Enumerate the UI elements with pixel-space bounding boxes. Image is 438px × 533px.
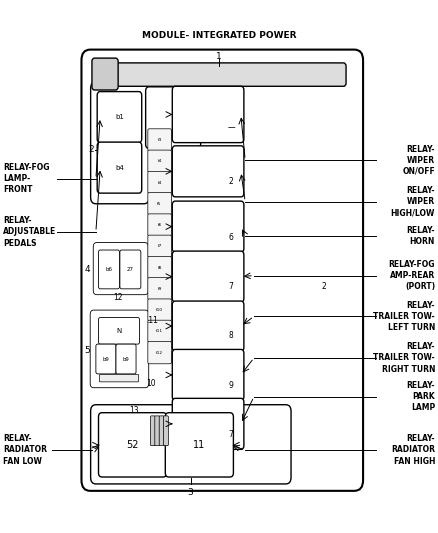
FancyBboxPatch shape — [97, 92, 142, 143]
Text: RELAY-
ADJUSTABLE
PEDALS: RELAY- ADJUSTABLE PEDALS — [3, 216, 56, 247]
Text: f4: f4 — [157, 181, 162, 184]
Text: RELAY-
TRAILER TOW-
LEFT TURN: RELAY- TRAILER TOW- LEFT TURN — [374, 301, 435, 332]
FancyBboxPatch shape — [99, 413, 166, 477]
Text: f10: f10 — [156, 308, 163, 312]
Text: RELAY-
PARK
LAMP: RELAY- PARK LAMP — [406, 381, 435, 413]
Text: RELAY-
RADIATOR
FAN LOW: RELAY- RADIATOR FAN LOW — [3, 434, 47, 465]
Text: 5: 5 — [85, 346, 90, 355]
Text: 4: 4 — [85, 265, 90, 273]
FancyBboxPatch shape — [163, 416, 168, 446]
FancyBboxPatch shape — [148, 129, 171, 151]
FancyBboxPatch shape — [91, 82, 149, 204]
FancyBboxPatch shape — [159, 416, 164, 446]
FancyBboxPatch shape — [148, 235, 171, 257]
Text: b9: b9 — [102, 357, 110, 361]
FancyBboxPatch shape — [97, 142, 142, 193]
Text: b9: b9 — [123, 357, 129, 361]
Text: 10: 10 — [147, 379, 156, 388]
FancyBboxPatch shape — [172, 350, 244, 400]
Text: RELAY-FOG
AMP-REAR
(PORT): RELAY-FOG AMP-REAR (PORT) — [389, 260, 435, 291]
FancyBboxPatch shape — [81, 50, 363, 491]
FancyBboxPatch shape — [148, 192, 171, 215]
FancyBboxPatch shape — [172, 201, 244, 252]
FancyBboxPatch shape — [90, 310, 149, 387]
FancyBboxPatch shape — [92, 58, 118, 90]
FancyBboxPatch shape — [172, 398, 244, 449]
Text: 2: 2 — [88, 145, 94, 154]
Text: RELAY-
HORN: RELAY- HORN — [406, 225, 435, 246]
Text: f9: f9 — [157, 287, 162, 291]
Text: f3: f3 — [157, 138, 162, 142]
FancyBboxPatch shape — [148, 214, 171, 236]
FancyBboxPatch shape — [114, 63, 346, 86]
FancyBboxPatch shape — [172, 301, 244, 351]
Text: b1: b1 — [115, 114, 124, 120]
Text: f4: f4 — [157, 159, 162, 163]
Text: 1: 1 — [216, 52, 222, 61]
Text: 7: 7 — [229, 282, 233, 292]
FancyBboxPatch shape — [93, 243, 148, 295]
FancyBboxPatch shape — [148, 150, 171, 172]
Text: b4: b4 — [115, 165, 124, 171]
FancyBboxPatch shape — [172, 86, 244, 143]
FancyBboxPatch shape — [116, 344, 136, 374]
Text: f6: f6 — [157, 223, 162, 227]
Text: 2: 2 — [229, 177, 233, 186]
FancyBboxPatch shape — [148, 256, 171, 279]
Text: f12: f12 — [156, 351, 163, 354]
FancyBboxPatch shape — [172, 146, 244, 197]
Text: f7: f7 — [157, 244, 162, 248]
Text: 9: 9 — [229, 381, 233, 390]
Text: —: — — [227, 123, 235, 132]
Text: f11: f11 — [156, 329, 163, 333]
Text: f5: f5 — [157, 202, 162, 206]
FancyBboxPatch shape — [148, 342, 171, 364]
FancyBboxPatch shape — [150, 416, 155, 446]
Text: 11: 11 — [193, 440, 205, 450]
Text: RELAY-
RADIATOR
FAN HIGH: RELAY- RADIATOR FAN HIGH — [391, 434, 435, 465]
Text: 8: 8 — [229, 332, 233, 341]
Text: 6: 6 — [229, 232, 233, 241]
Text: f8: f8 — [157, 265, 162, 270]
Text: N: N — [117, 328, 122, 334]
FancyBboxPatch shape — [96, 344, 116, 374]
Text: MODULE- INTEGRATED POWER: MODULE- INTEGRATED POWER — [142, 31, 296, 40]
FancyBboxPatch shape — [148, 171, 171, 193]
Text: 2: 2 — [321, 282, 326, 291]
FancyBboxPatch shape — [99, 250, 120, 289]
Text: b6: b6 — [106, 267, 113, 272]
FancyBboxPatch shape — [148, 320, 171, 343]
Text: 27: 27 — [127, 267, 134, 272]
FancyBboxPatch shape — [148, 299, 171, 321]
Text: 52: 52 — [126, 440, 139, 450]
FancyBboxPatch shape — [172, 251, 244, 302]
Text: 3: 3 — [188, 488, 194, 497]
Text: RELAY-
WIPER
HIGH/LOW: RELAY- WIPER HIGH/LOW — [391, 186, 435, 217]
FancyBboxPatch shape — [148, 278, 171, 300]
Text: RELAY-
WIPER
ON/OFF: RELAY- WIPER ON/OFF — [403, 144, 435, 176]
FancyBboxPatch shape — [146, 87, 201, 149]
Text: RELAY-
TRAILER TOW-
RIGHT TURN: RELAY- TRAILER TOW- RIGHT TURN — [374, 342, 435, 374]
FancyBboxPatch shape — [99, 374, 139, 382]
FancyBboxPatch shape — [155, 416, 159, 446]
Text: 7: 7 — [229, 430, 233, 439]
FancyBboxPatch shape — [120, 250, 141, 289]
FancyBboxPatch shape — [91, 405, 291, 484]
Text: 12: 12 — [113, 293, 123, 302]
FancyBboxPatch shape — [99, 318, 140, 344]
Text: 13: 13 — [130, 406, 139, 415]
FancyBboxPatch shape — [165, 413, 233, 477]
Text: .11: .11 — [147, 316, 159, 325]
Text: RELAY-FOG
LAMP-
FRONT: RELAY-FOG LAMP- FRONT — [3, 163, 49, 195]
